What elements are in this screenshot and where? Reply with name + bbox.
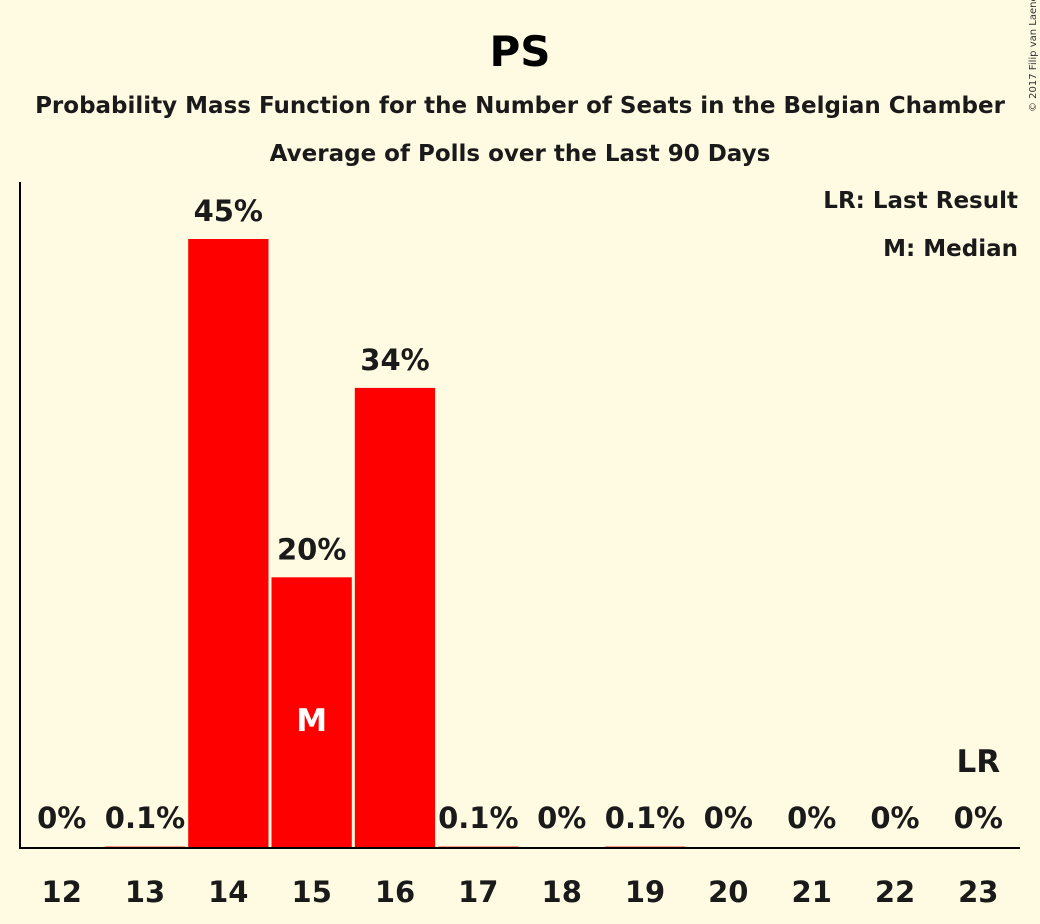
- chart-title: PS: [489, 27, 550, 76]
- bar-label-15: 20%: [277, 532, 346, 566]
- x-tick-23: 23: [958, 875, 998, 909]
- x-tick-18: 18: [542, 875, 582, 909]
- bar-16: [354, 387, 436, 848]
- chart-subtitle-2: Average of Polls over the Last 90 Days: [270, 141, 771, 167]
- legend-median: M: Median: [883, 236, 1018, 262]
- x-tick-17: 17: [458, 875, 498, 909]
- last-result-marker: LR: [956, 744, 1000, 780]
- bar-label-20: 0%: [704, 801, 753, 835]
- x-tick-13: 13: [125, 875, 165, 909]
- x-tick-labels-layer: 12 13 14 15 16 17 18 19 20 21 22 23: [42, 875, 999, 909]
- bar-label-21: 0%: [787, 801, 836, 835]
- bar-label-19: 0.1%: [605, 801, 685, 835]
- bar-label-14: 45%: [194, 194, 263, 228]
- bar-14: [188, 239, 269, 848]
- bar-label-12: 0%: [37, 801, 86, 835]
- bar-label-17: 0.1%: [438, 801, 518, 835]
- bar-label-16: 34%: [360, 343, 429, 377]
- legend-last-result: LR: Last Result: [823, 188, 1018, 214]
- x-tick-15: 15: [292, 875, 332, 909]
- bar-label-23: 0%: [954, 801, 1003, 835]
- bar-label-18: 0%: [537, 801, 586, 835]
- copyright-notice: © 2017 Filip van Laenen: [1028, 0, 1039, 112]
- bar-label-13: 0.1%: [105, 801, 185, 835]
- x-tick-19: 19: [625, 875, 665, 909]
- x-tick-20: 20: [708, 875, 748, 909]
- x-tick-22: 22: [875, 875, 915, 909]
- markers-layer: M LR: [296, 703, 1000, 780]
- median-marker: M: [296, 703, 327, 739]
- bar-label-22: 0%: [870, 801, 919, 835]
- bar-labels-layer: 0% 0.1% 45% 20% 34% 0.1% 0% 0.1% 0% 0% 0% 0%: [37, 194, 1003, 835]
- bar-15: [271, 577, 352, 848]
- x-tick-16: 16: [375, 875, 415, 909]
- x-tick-12: 12: [42, 875, 82, 909]
- bars-layer: [104, 239, 686, 848]
- chart-subtitle: Probability Mass Function for the Number…: [35, 93, 1006, 119]
- x-tick-21: 21: [792, 875, 832, 909]
- x-tick-14: 14: [208, 875, 248, 909]
